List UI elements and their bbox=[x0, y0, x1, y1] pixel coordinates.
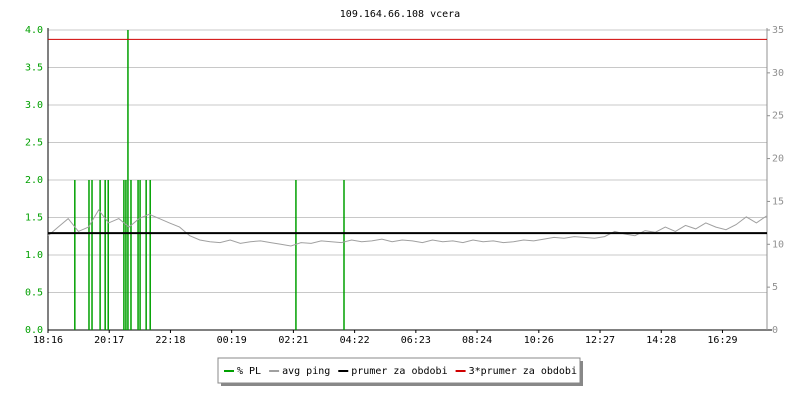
y-tick-label: 1.5 bbox=[25, 213, 43, 224]
x-tick-label: 02:21 bbox=[278, 335, 308, 346]
y2-tick-label: 15 bbox=[772, 196, 784, 207]
y-tick-label: 1.0 bbox=[25, 250, 43, 261]
x-tick-label: 04:22 bbox=[340, 335, 370, 346]
x-tick-label: 16:29 bbox=[707, 335, 737, 346]
x-tick-label: 18:16 bbox=[33, 335, 63, 346]
legend-label: prumer za obdobi bbox=[351, 366, 447, 377]
y-tick-label: 2.0 bbox=[25, 175, 43, 186]
y2-tick-label: 5 bbox=[772, 282, 778, 293]
chart-title: 109.164.66.108 vcera bbox=[340, 9, 460, 20]
y2-tick-label: 25 bbox=[772, 111, 784, 122]
y-tick-label: 4.0 bbox=[25, 25, 43, 36]
y-tick-label: 0.5 bbox=[25, 288, 43, 299]
y2-tick-label: 35 bbox=[772, 25, 784, 36]
x-tick-label: 06:23 bbox=[401, 335, 431, 346]
x-tick-label: 22:18 bbox=[155, 335, 185, 346]
x-tick-label: 20:17 bbox=[94, 335, 124, 346]
y2-tick-label: 10 bbox=[772, 239, 784, 250]
y-tick-label: 3.5 bbox=[25, 63, 43, 74]
legend-label: % PL bbox=[237, 366, 261, 377]
y2-tick-label: 20 bbox=[772, 154, 784, 165]
y-tick-label: 3.0 bbox=[25, 100, 43, 111]
x-tick-label: 14:28 bbox=[646, 335, 676, 346]
y2-tick-label: 0 bbox=[772, 325, 778, 336]
y-tick-label: 2.5 bbox=[25, 138, 43, 149]
x-tick-label: 00:19 bbox=[217, 335, 247, 346]
legend-label: avg ping bbox=[282, 366, 330, 377]
y-tick-label: 0.0 bbox=[25, 325, 43, 336]
y2-tick-label: 30 bbox=[772, 68, 784, 79]
series-line bbox=[47, 209, 767, 247]
legend-label: 3*prumer za obdobi bbox=[469, 366, 577, 377]
x-tick-label: 10:26 bbox=[524, 335, 554, 346]
x-tick-label: 12:27 bbox=[585, 335, 615, 346]
x-tick-label: 08:24 bbox=[462, 335, 492, 346]
